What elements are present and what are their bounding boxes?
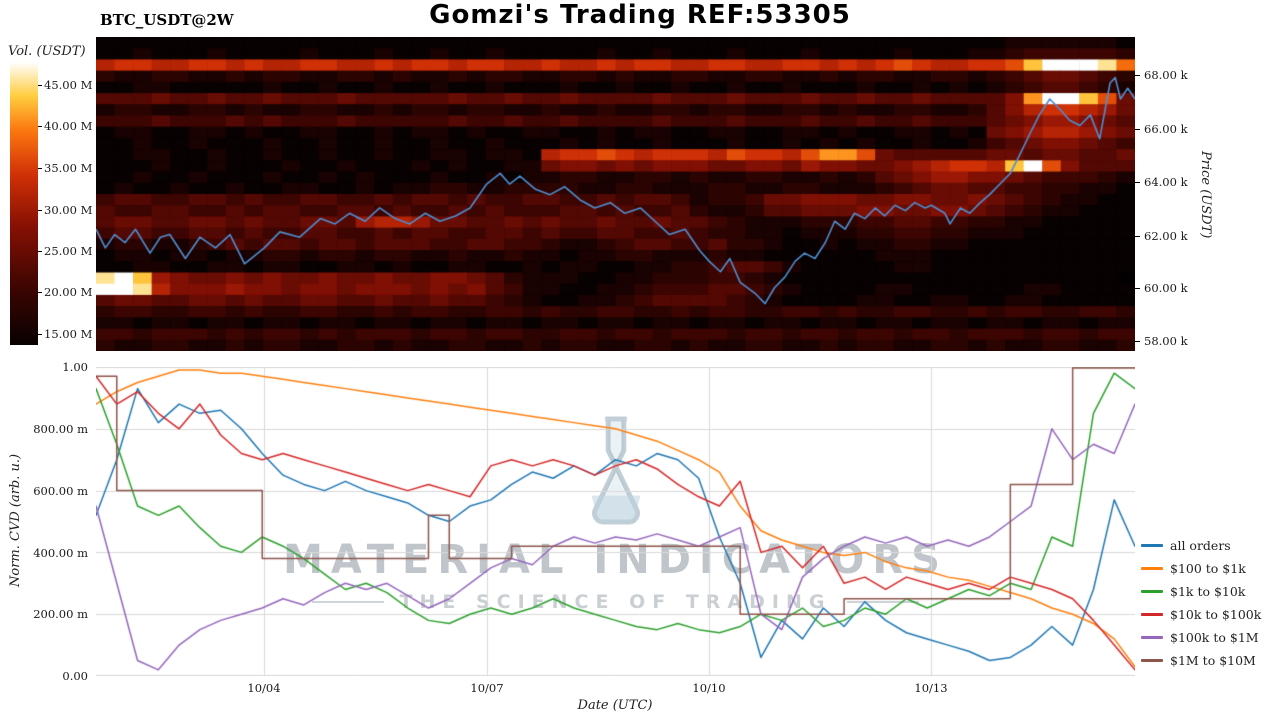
cvd-xtick-label: 10/04 xyxy=(247,681,281,695)
colorbar-tick-label: 30.00 M xyxy=(37,203,93,217)
colorbar-tick-label: 20.00 M xyxy=(37,285,93,299)
symbol-label: BTC_USDT@2W xyxy=(100,11,234,29)
legend-item: all orders xyxy=(1141,538,1261,553)
legend-line-swatch xyxy=(1141,613,1163,616)
cvd-ytick-label: 1.00 xyxy=(62,360,88,374)
cvd-ytick-label: 800.00 m xyxy=(33,422,88,436)
colorbar-tick-label: 25.00 M xyxy=(37,244,93,258)
cvd-ytick-label: 200.00 m xyxy=(33,607,88,621)
price-axis-label: Price (USDT) xyxy=(1198,151,1213,239)
price-tick-label: 64.00 k xyxy=(1135,175,1188,189)
legend-line-swatch xyxy=(1141,567,1163,570)
cvd-ytick-label: 600.00 m xyxy=(33,484,88,498)
cvd-panel: MATERIAL INDICATORS THE SCIENCE OF TRADI… xyxy=(96,367,1135,676)
legend-line-swatch xyxy=(1141,590,1163,593)
legend-label: $100 to $1k xyxy=(1170,561,1246,576)
heatmap-panel xyxy=(96,37,1135,351)
price-tick-label: 58.00 k xyxy=(1135,334,1188,348)
legend-label: $10k to $100k xyxy=(1170,607,1262,622)
price-tick-label: 60.00 k xyxy=(1135,281,1188,295)
legend-item: $1M to $10M xyxy=(1141,653,1261,668)
colorbar-title: Vol. (USDT) xyxy=(8,44,86,59)
colorbar-tick-label: 15.00 M xyxy=(37,327,93,341)
cvd-legend: all orders $100 to $1k $1k to $10k $10k … xyxy=(1141,538,1261,668)
legend-item: $100k to $1M xyxy=(1141,630,1261,645)
legend-line-swatch xyxy=(1141,659,1163,662)
legend-label: $1k to $10k xyxy=(1170,584,1246,599)
legend-label: $100k to $1M xyxy=(1170,630,1259,645)
colorbar-tick-label: 40.00 M xyxy=(37,119,93,133)
price-tick-label: 68.00 k xyxy=(1135,68,1188,82)
volume-heatmap-canvas xyxy=(96,37,1135,351)
legend-label: all orders xyxy=(1170,538,1231,553)
cvd-y-axis-label: Norm. CVD (arb. u.) xyxy=(8,453,23,587)
colorbar-tick-label: 35.00 M xyxy=(37,161,93,175)
colorbar-tick-label: 45.00 M xyxy=(37,78,93,92)
cvd-xtick-label: 10/10 xyxy=(692,681,726,695)
legend-item: $100 to $1k xyxy=(1141,561,1261,576)
legend-line-swatch xyxy=(1141,544,1163,547)
cvd-ytick-label: 400.00 m xyxy=(33,546,88,560)
volume-colorbar xyxy=(10,62,38,345)
legend-line-swatch xyxy=(1141,636,1163,639)
legend-label: $1M to $10M xyxy=(1170,653,1256,668)
price-tick-label: 66.00 k xyxy=(1135,122,1188,136)
legend-item: $1k to $10k xyxy=(1141,584,1261,599)
cvd-line-chart-canvas xyxy=(96,367,1135,676)
date-axis-label: Date (UTC) xyxy=(577,698,653,713)
cvd-xtick-label: 10/07 xyxy=(470,681,504,695)
cvd-xtick-label: 10/13 xyxy=(914,681,948,695)
legend-item: $10k to $100k xyxy=(1141,607,1261,622)
page-title: Gomzi's Trading REF:53305 xyxy=(429,0,851,30)
price-tick-label: 62.00 k xyxy=(1135,229,1188,243)
cvd-ytick-label: 0.00 xyxy=(62,669,88,683)
